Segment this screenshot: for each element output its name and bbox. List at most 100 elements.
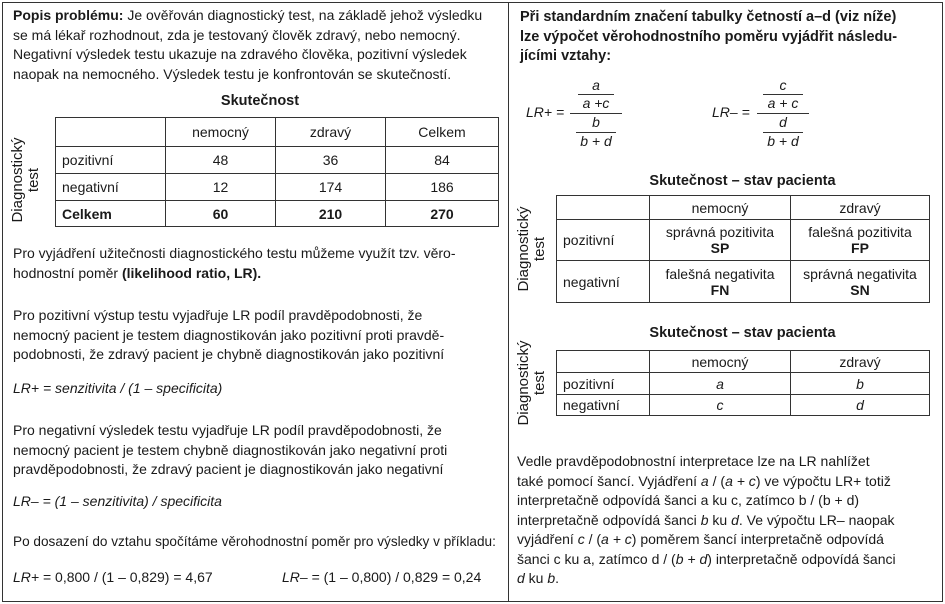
text-segment: b + d [675, 550, 708, 567]
row-label: Celkem [55, 200, 166, 227]
table-row: pozitivní a b [556, 372, 930, 395]
text-segment: = (1 – 0,800) / 0,829 = 0,24 [307, 569, 482, 585]
notation-intro: Při standardním značení tabulky četností… [520, 8, 897, 67]
text-segment: . Ve výpočtu LR– naopak [738, 511, 895, 528]
text-segment: ) ve výpočtu LR+ totiž [755, 472, 891, 489]
text-line: také pomocí šancí. Vyjádření a / (a + c)… [517, 472, 896, 492]
table-cell: 210 [275, 200, 386, 227]
text-segment: b [547, 570, 556, 586]
fraction-term: b + d [763, 132, 803, 149]
text-segment: Vedle pravděpodobnostní interpretace lze… [517, 453, 870, 469]
table-cell: 36 [275, 146, 386, 174]
row-label: pozitivní [55, 146, 166, 174]
cell-text: falešná pozitivita [808, 224, 912, 240]
row-label: negativní [556, 394, 650, 416]
text-segment: / ( [708, 472, 726, 489]
text-segment: Popis problému: [13, 7, 124, 23]
text-segment: . [555, 570, 560, 586]
text-segment: ku [708, 511, 732, 528]
text-segment: a + c [601, 531, 632, 547]
text-segment: šanci c ku a, zatímco d / ( [517, 550, 676, 567]
text-segment: nemocný pacient je testem chybně diagnos… [13, 441, 448, 458]
right-panel [508, 2, 943, 602]
text-line: podobnosti, že zdravý pacient je chybně … [13, 345, 444, 365]
text-segment: a + c [725, 472, 756, 489]
cell-text: správná negativita [803, 265, 917, 282]
text-line: Pro vyjádření užitečnosti diagnostického… [13, 244, 456, 264]
table-cell: 174 [275, 173, 386, 201]
cell-text: správná pozitivita [665, 224, 775, 240]
text-segment: Při standardním značení tabulky četností… [520, 9, 897, 25]
table-cell: falešná pozitivita FP [790, 219, 930, 261]
text-segment: pravděpodobnosti, že zdravý pacient je d… [13, 461, 444, 477]
header-cell: nemocný [165, 117, 276, 147]
text-segment: Po dosazení do vztahu spočítáme věrohodn… [13, 534, 496, 549]
text-segment: LR– = (1 – senzitivita) / specificita [13, 493, 222, 509]
table-cell: c [649, 394, 791, 416]
likelihood-ratio-intro: Pro vyjádření užitečnosti diagnostického… [13, 244, 456, 283]
table-cell: správná pozitivita SP [649, 219, 791, 261]
fraction-term: b + d [576, 132, 616, 149]
text-segment: / ( [584, 531, 602, 547]
table-cell: 60 [165, 200, 276, 227]
table-cell: správná negativita SN [790, 260, 930, 303]
lr-negative-fraction: c a + c d b + d [757, 77, 809, 149]
substitution-text: Po dosazení do vztahu spočítáme věrohodn… [13, 532, 496, 552]
table-cell: 12 [165, 173, 276, 201]
row-label: negativní [556, 260, 650, 303]
cell-code: FN [710, 281, 730, 298]
frequency-table: nemocný zdravý Celkem pozitivní 48 36 84… [55, 117, 499, 227]
header-cell: Celkem [385, 117, 499, 147]
table-title: Skutečnost [220, 93, 300, 109]
header-cell: nemocný [649, 195, 791, 220]
table-row: pozitivní 48 36 84 [55, 146, 499, 174]
table-row: negativní c d [556, 394, 930, 416]
text-segment: také pomocí šancí. Vyjádření [517, 472, 701, 489]
text-segment: podobnosti, že zdravý pacient je chybně … [13, 346, 445, 362]
table-row: negativní 12 174 186 [55, 173, 499, 201]
text-segment: nemocný pacient je testem diagnostikován… [13, 326, 445, 343]
lr-negative-label: LR– = [712, 104, 750, 120]
text-line: Pro negativní výsledek testu vyjadřuje L… [13, 421, 447, 441]
text-line: jícími vztahy: [520, 47, 897, 67]
text-segment: jícími vztahy: [520, 48, 612, 64]
table-header-row: nemocný zdravý [556, 350, 930, 373]
text-line: Po dosazení do vztahu spočítáme věrohodn… [13, 532, 496, 552]
text-line: šanci c ku a, zatímco d / (b + d) interp… [517, 550, 896, 570]
table-cell: 48 [165, 146, 276, 174]
text-line: Pro pozitivní výstup testu vyjadřuje LR … [13, 306, 444, 326]
text-line: hodnostní poměr (likelihood ratio, LR). [13, 264, 456, 284]
text-segment: Pro vyjádření užitečnosti diagnostického… [13, 245, 456, 261]
table-header-row: nemocný zdravý Celkem [55, 117, 499, 147]
negative-lr-explanation: Pro negativní výsledek testu vyjadřuje L… [13, 421, 447, 480]
text-line: pravděpodobnosti, že zdravý pacient je d… [13, 460, 447, 480]
text-line: Negativní výsledek testu ukazuje na zdra… [13, 45, 482, 65]
row-axis-label-line: test [531, 236, 548, 262]
text-segment: Pro negativní výsledek testu vyjadřuje L… [13, 422, 442, 438]
fraction-term: d [757, 113, 809, 132]
classification-table: nemocný zdravý pozitivní správná pozitiv… [556, 195, 930, 303]
cell-code: FP [851, 240, 869, 256]
text-segment: lze výpočet věrohodnostního poměru vyjád… [520, 28, 898, 45]
row-axis-label-line: test [25, 167, 42, 193]
text-segment: naopak na nemocného. Výsledek testu je k… [13, 65, 452, 82]
text-line: vyjádření c / (a + c) poměrem šancí inte… [517, 530, 896, 550]
row-label: pozitivní [556, 219, 650, 261]
cell-code: SP [710, 240, 730, 256]
text-line: naopak na nemocného. Výsledek testu je k… [13, 65, 482, 85]
text-line: LR+ = 0,800 / (1 – 0,829) = 4,67 [13, 568, 213, 588]
row-axis-label-line: Diagnostický [515, 340, 532, 426]
text-segment: vyjádření [517, 531, 578, 547]
cell-code: SN [850, 281, 870, 298]
header-cell: zdravý [790, 350, 930, 373]
text-segment: a [700, 472, 709, 489]
text-line: Vedle pravděpodobnostní interpretace lze… [517, 452, 896, 472]
text-segment: d [731, 511, 739, 528]
table-cell: b [790, 372, 930, 395]
header-cell: zdravý [790, 195, 930, 220]
text-line: nemocný pacient je testem chybně diagnos… [13, 441, 447, 461]
table-cell: 186 [385, 173, 499, 201]
text-line: interpretačně odpovídá šanci b ku d. Ve … [517, 511, 896, 531]
positive-lr-explanation: Pro pozitivní výstup testu vyjadřuje LR … [13, 306, 444, 365]
table1-title: Skutečnost – stav pacienta [649, 173, 836, 189]
